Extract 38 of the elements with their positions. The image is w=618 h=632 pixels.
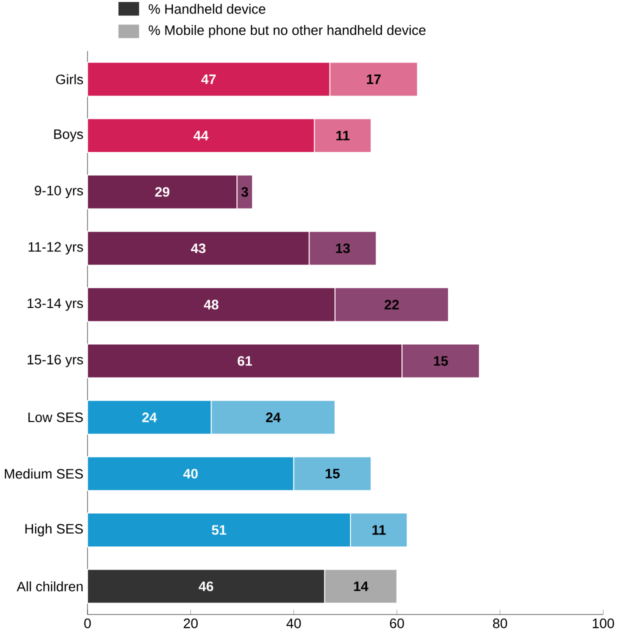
y-tick-label: 9-10 yrs [34, 186, 83, 198]
data-label: 13 [336, 243, 350, 254]
y-tick-label: Low SES [28, 412, 83, 422]
data-label: 24 [266, 412, 280, 422]
x-tick-label: 40 [286, 618, 301, 628]
data-label: 61 [238, 356, 252, 366]
data-label: 48 [204, 300, 218, 310]
y-tick-label: 15-16 yrs [27, 354, 83, 368]
data-label: 11 [336, 130, 350, 140]
x-tick-label: 60 [390, 618, 404, 628]
data-label: 24 [142, 412, 157, 422]
x-tick-label: 0 [84, 618, 91, 628]
data-label: 46 [198, 582, 214, 592]
y-tick-label: Girls [56, 74, 83, 84]
data-label: 47 [201, 74, 216, 84]
data-label: 40 [183, 468, 198, 478]
data-label: 11 [372, 525, 386, 535]
data-label: 44 [193, 130, 208, 140]
legend-label: % Mobile phone but no other handheld device [148, 24, 426, 38]
data-label: 22 [384, 300, 399, 310]
x-tick-label: 20 [184, 618, 198, 628]
data-label: 14 [354, 582, 368, 592]
x-tick-label: 100 [592, 618, 614, 628]
legend-label: % Handheld device [148, 4, 266, 14]
y-tick-label: High SES [25, 524, 83, 536]
y-tick-label: Medium SES [4, 468, 83, 479]
data-label: 29 [155, 187, 170, 197]
y-tick-label: Boys [54, 129, 83, 142]
data-label: 51 [212, 525, 226, 535]
x-tick-label: 80 [492, 618, 507, 628]
y-tick-label: 11-12 yrs [28, 242, 83, 254]
data-label: 17 [366, 74, 381, 84]
data-label: 15 [326, 468, 340, 478]
y-tick-label: 13-14 yrs [27, 298, 83, 311]
data-label: 43 [190, 243, 206, 254]
data-label: 3 [241, 187, 248, 197]
y-tick-label: All children [16, 581, 82, 592]
data-label: 15 [434, 356, 448, 366]
